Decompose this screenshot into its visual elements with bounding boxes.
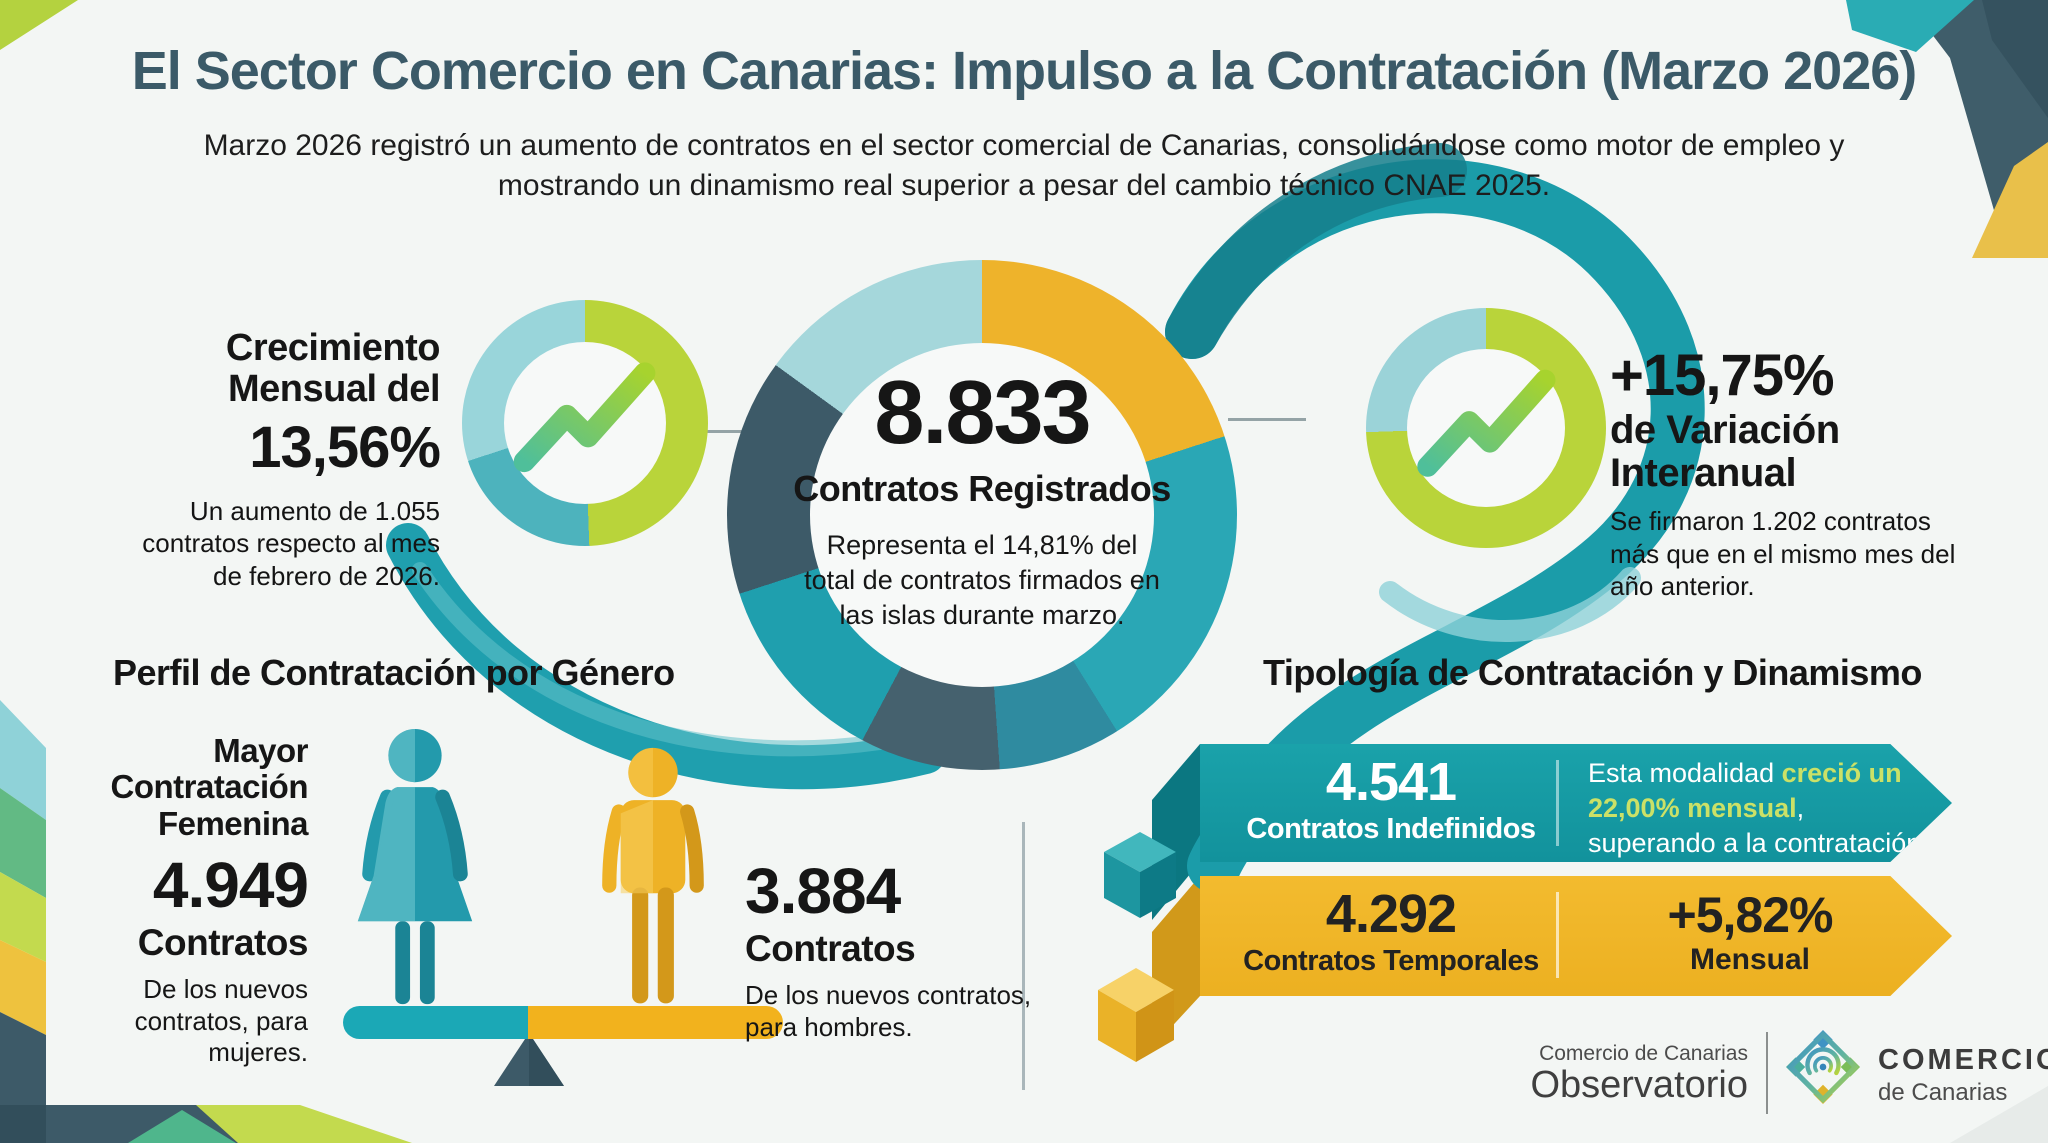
banner-divider	[1556, 892, 1559, 978]
registered-label: Contratos Registrados	[793, 468, 1171, 509]
vertical-divider	[1022, 822, 1025, 1090]
temporary-change-block: +5,82% Mensual	[1600, 888, 1900, 977]
stat-interannual-value: +15,75%	[1610, 343, 1835, 408]
female-title-line3: Femenina	[157, 804, 309, 842]
banner-divider	[1556, 760, 1559, 846]
indefinite-number-block: 4.541 Contratos Indefinidos	[1236, 754, 1546, 846]
topright-yellow-shape	[1972, 142, 2048, 258]
left-ribbon-green	[0, 788, 46, 898]
bottomright-light-shape	[1950, 1086, 2048, 1143]
brand-name: COMERCIO	[1878, 1044, 2048, 1076]
stat-monthly-title-line2: Mensual del	[228, 368, 441, 411]
temporary-contracts-banner: 4.292 Contratos Temporales +5,82% Mensua…	[1200, 876, 1952, 996]
left-ribbon-lime	[0, 872, 46, 962]
stat-interannual-desc: Se firmaron 1.202 contratos más que en e…	[1610, 506, 1956, 601]
woman-figure-icon	[357, 728, 473, 1005]
stat-interannual: +15,75% de Variación Interanual Se firma…	[1610, 342, 2010, 602]
seesaw-fulcrum-triangle	[494, 1033, 564, 1086]
temporary-label: Contratos Temporales	[1243, 944, 1539, 977]
indefinite-desc-pre: Esta modalidad	[1588, 758, 1782, 788]
topright-slate-facet	[1982, 0, 2048, 118]
indefinite-contracts-banner: 4.541 Contratos Indefinidos Esta modalid…	[1200, 744, 1952, 862]
page-title: El Sector Comercio en Canarias: Impulso …	[131, 41, 1918, 101]
ribbon-right-dark-segment	[1165, 143, 1467, 359]
left-ribbon-yellow	[0, 940, 46, 1035]
indefinite-value: 4.541	[1325, 752, 1457, 812]
female-title-line1: Mayor	[213, 732, 308, 769]
female-unit: Contratos	[137, 921, 309, 963]
temporary-change-label: Mensual	[1689, 943, 1811, 976]
connector-line-left	[698, 430, 750, 433]
trend-circle-right	[1366, 308, 1606, 548]
typology-section-heading: Tipología de Contratación y Dinamismo	[1263, 652, 1922, 693]
indefinite-label: Contratos Indefinidos	[1246, 812, 1536, 845]
male-value: 3.884	[745, 855, 901, 927]
indefinite-desc-post: , superando a la contratación temporal.	[1588, 793, 1922, 859]
trend-circle-left	[462, 300, 708, 546]
stat-monthly-title-line1: Crecimiento	[225, 327, 441, 369]
page-subtitle: Marzo 2026 registró un aumento de contra…	[203, 129, 1845, 202]
connector-line-right	[1228, 418, 1306, 421]
indefinite-desc: Esta modalidad creció un 22,00% mensual,…	[1588, 756, 1936, 862]
temporary-number-block: 4.292 Contratos Temporales	[1236, 886, 1546, 978]
registered-contracts-ring	[727, 260, 1237, 770]
trend-up-icon	[514, 362, 656, 473]
stat-interannual-label-line1: de Variación	[1610, 408, 1840, 452]
stat-monthly-growth: Crecimiento Mensual del 13,56% Un aument…	[120, 327, 441, 592]
male-desc: De los nuevos contratos, para hombres.	[745, 980, 1032, 1042]
female-value: 4.949	[152, 848, 309, 921]
observatory-big-text: Observatorio	[1530, 1064, 1748, 1106]
bottomleft-lime-shape	[196, 1105, 412, 1143]
registered-value: 8.833	[874, 363, 1091, 463]
yellow-cube-icon	[1098, 968, 1174, 1062]
gender-section-heading: Perfil de Contratación por Género	[113, 652, 675, 693]
stat-monthly-value: 13,56%	[249, 415, 441, 481]
temporary-change-value: +5,82%	[1667, 887, 1834, 943]
female-desc: De los nuevos contratos, para mujeres.	[134, 973, 308, 1068]
seesaw-balance-bar	[343, 1006, 783, 1039]
observatory-small-text: Comercio de Canarias	[1539, 1042, 1748, 1065]
ribbon-left-crescent-highlight	[412, 562, 888, 757]
registered-contracts-ring-inner	[810, 343, 1154, 687]
male-stat-block: 3.884 Contratos De los nuevos contratos,…	[745, 848, 1035, 1043]
footer-divider	[1766, 1032, 1768, 1114]
male-unit: Contratos	[745, 928, 916, 969]
observatory-wordmark: Comercio de Canarias Observatorio	[1450, 1042, 1748, 1105]
stat-monthly-desc: Un aumento de 1.055 contratos respecto a…	[142, 496, 440, 591]
temporary-value: 4.292	[1325, 884, 1457, 944]
comercio-canarias-logo-icon	[1786, 1030, 1860, 1104]
ribbon-right-light-arc	[1379, 567, 1641, 642]
topright-teal-shape	[1846, 0, 1974, 52]
registered-desc: Representa el 14,81% del total de contra…	[804, 530, 1160, 631]
brand-sub: de Canarias	[1878, 1079, 2008, 1106]
teal-cube-icon	[1104, 832, 1176, 918]
stat-interannual-label-line2: Interanual	[1610, 451, 1797, 496]
brand-wordmark: COMERCIO de Canarias	[1878, 1044, 2048, 1107]
indefinite-desc-highlight: creció un 22,00% mensual	[1588, 758, 1902, 824]
topleft-triangle	[0, 0, 78, 50]
female-stat-block: Mayor Contratación Femenina 4.949 Contra…	[50, 732, 309, 1069]
female-title-line2: Contratación	[110, 768, 308, 806]
man-figure-icon	[602, 747, 704, 1004]
trend-up-icon	[1416, 369, 1556, 477]
bottomleft-green-triangle	[128, 1110, 236, 1143]
bottomleft-slate-corner	[0, 1105, 46, 1143]
left-ribbon-cyan	[0, 700, 46, 820]
